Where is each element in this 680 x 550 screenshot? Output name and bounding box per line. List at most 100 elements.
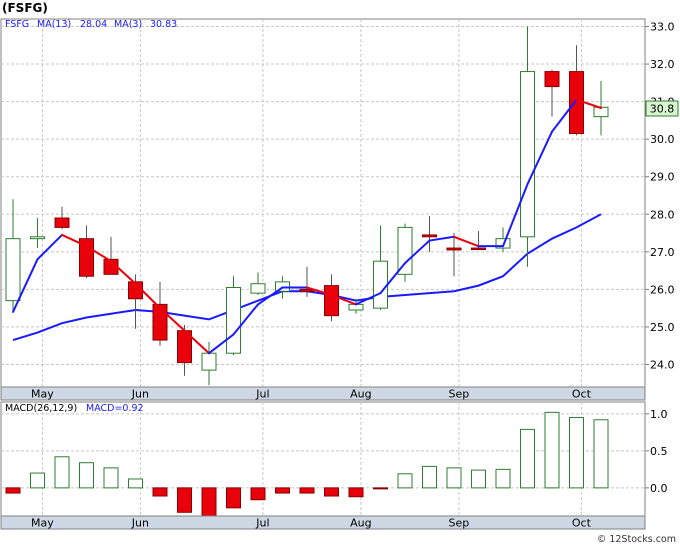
candle-body-up [495, 238, 511, 249]
macd-bar-positive [54, 456, 70, 489]
legend-symbol: FSFG [5, 19, 29, 30]
ma3-line-segment [183, 329, 210, 355]
candle-body-down [544, 71, 560, 88]
price-month-label: Aug [350, 388, 371, 401]
macd-month-label: Jul [255, 517, 269, 530]
ma3-line-segment [306, 286, 333, 296]
candle-body-up [520, 71, 535, 238]
ma3-line-segment [330, 294, 357, 306]
price-month-labels: May Jun Jul Aug Sep Oct [31, 388, 592, 401]
macd-bar-negative [5, 487, 21, 494]
macd-bar-negative [275, 487, 290, 494]
price-month-band [0, 386, 646, 401]
ma3-line-segment [208, 333, 235, 355]
macd-bar-negative [324, 487, 339, 497]
macd-bar-positive [103, 467, 119, 489]
ma3-line-segment [428, 235, 455, 242]
ma3-line-segment [257, 286, 284, 306]
macd-bar-positive [422, 465, 437, 489]
macd-bar-positive [495, 468, 511, 489]
ma3-line-segment [355, 292, 382, 306]
price-panel: 24.025.026.027.028.029.030.031.032.033.0… [0, 1, 679, 401]
macd-bar-negative [177, 487, 192, 513]
price-month-label: Jun [131, 388, 149, 401]
price-tick-label: 33.0 [650, 21, 675, 34]
candle-body-up [30, 236, 45, 240]
macd-month-label: Sep [449, 517, 470, 530]
ma3-line-segment [551, 98, 578, 133]
macd-bar-negative [226, 487, 241, 509]
ma3-line-group [12, 98, 602, 355]
current-price-flag: 30.8 [645, 100, 679, 117]
macd-bar-positive [471, 469, 486, 489]
ma3-line-segment [12, 258, 39, 313]
macd-month-band [0, 515, 646, 530]
macd-bar-positive [79, 462, 94, 489]
price-gridlines [1, 19, 645, 387]
candle-body-up [250, 283, 266, 294]
price-plot-frame [0, 18, 646, 388]
macd-bar-positive [397, 473, 413, 489]
price-tick-label: 29.0 [650, 171, 675, 184]
macd-bar-negative [348, 487, 364, 498]
chart-title: (FSFG) [2, 1, 48, 15]
price-tick-label: 25.0 [650, 321, 675, 334]
legend-ma3-label: MA(3) [114, 19, 142, 30]
macd-month-label: Oct [572, 517, 592, 530]
macd-bars-group [5, 411, 609, 524]
candle-body-down [422, 234, 437, 238]
price-tick-label: 28.0 [650, 208, 675, 221]
legend-ma13-label: MA(13) [37, 19, 71, 30]
macd-bar-positive [520, 428, 535, 489]
macd-month-label: Jun [131, 517, 149, 530]
macd-bar-positive [593, 419, 609, 489]
macd-month-label: Aug [350, 517, 371, 530]
legend-ma13-value: 28.04 [80, 19, 107, 30]
candle-body-down [446, 247, 462, 251]
price-month-label: Jul [255, 388, 269, 401]
ma3-line-segment [159, 307, 186, 332]
candle-body-down [324, 285, 339, 317]
ma3-line-segment [379, 262, 406, 295]
ma3-line-segment [453, 235, 480, 248]
macd-bar-positive [569, 417, 584, 489]
macd-panel: 0.0 0.5 1.0 May Jun Jul Aug Sep Oct MACD(26,12,… [0, 401, 668, 530]
price-tick-label: 26.0 [650, 283, 675, 296]
price-tick-label: 30.0 [650, 133, 675, 146]
candle-body-down [471, 247, 486, 251]
macd-bar-positive [446, 467, 462, 489]
macd-legend-value: MACD=0.92 [86, 403, 144, 414]
price-month-label: Oct [572, 388, 592, 401]
macd-bar-negative [250, 487, 266, 501]
ma3-line-segment [404, 239, 431, 265]
macd-tick-label: 0.5 [650, 445, 668, 458]
ma3-line-segment [502, 183, 529, 248]
ma3-line-segment [526, 130, 553, 186]
macd-month-label: May [31, 517, 54, 530]
candle-body-up [226, 286, 241, 354]
macd-month-labels: May Jun Jul Aug Sep Oct [31, 517, 592, 530]
price-tick-label: 24.0 [650, 358, 675, 371]
price-tick-label: 32.0 [650, 58, 675, 71]
macd-legend-label: MACD(26,12,9) [5, 403, 77, 414]
candle-body-up [201, 352, 217, 371]
macd-tick-label: 1.0 [650, 408, 668, 421]
macd-bar-negative [373, 487, 388, 490]
ma3-line-segment [575, 98, 602, 109]
ma3-line-segment [110, 260, 137, 285]
macd-y-axis: 0.0 0.5 1.0 [645, 408, 668, 495]
candle-body-down [54, 217, 70, 228]
price-month-label: Sep [449, 388, 470, 401]
macd-bar-positive [128, 478, 143, 489]
macd-bar-negative [299, 487, 315, 494]
ma3-line-segment [61, 233, 88, 248]
macd-bar-negative [152, 487, 168, 497]
legend-ma3-value: 30.83 [150, 19, 177, 30]
macd-bar-positive [544, 411, 560, 489]
candles-group [5, 26, 609, 386]
candle-body-up [397, 226, 413, 275]
price-tick-label: 27.0 [650, 246, 675, 259]
candle-body-down [569, 71, 584, 135]
